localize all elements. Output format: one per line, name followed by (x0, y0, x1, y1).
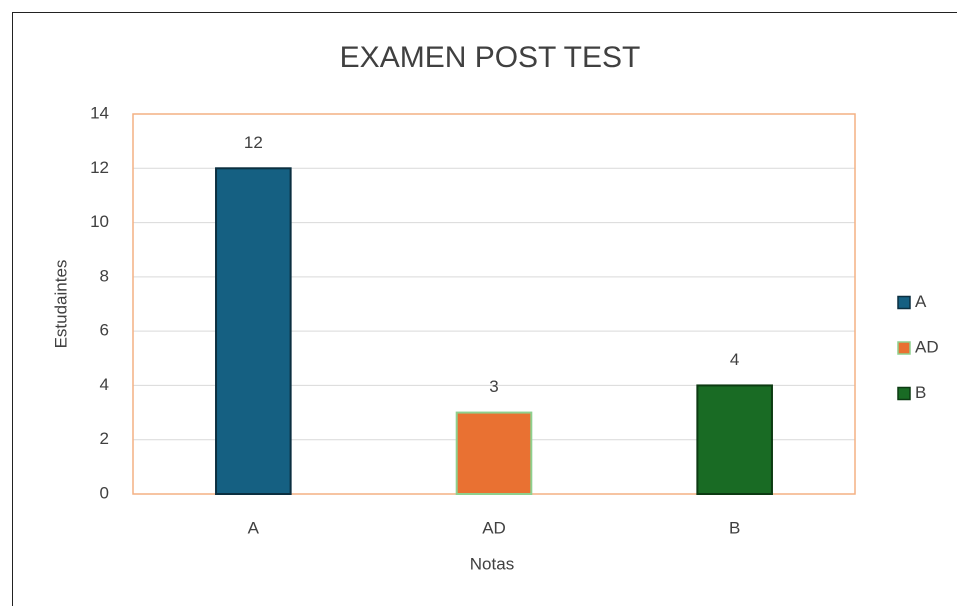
chart-border (12, 12, 957, 606)
chart-title: EXAMEN POST TEST (340, 41, 641, 74)
x-tick-label: A (248, 518, 260, 537)
legend-swatch (897, 341, 911, 355)
data-label: 3 (489, 377, 498, 396)
x-axis-label: Notas (470, 554, 514, 573)
bar (696, 384, 773, 495)
y-tick-label: 6 (100, 321, 109, 340)
y-tick-label: 10 (90, 212, 109, 231)
y-tick-label: 0 (100, 483, 109, 502)
legend-swatch (897, 295, 911, 310)
bar (215, 167, 292, 496)
y-tick-label: 8 (100, 266, 109, 285)
y-tick-label: 14 (90, 103, 109, 122)
legend-label: B (915, 383, 926, 402)
bar (455, 411, 533, 496)
y-tick-label: 2 (100, 429, 109, 448)
y-tick-label: 12 (90, 158, 109, 177)
x-tick-label: B (729, 518, 740, 537)
legend-label: A (915, 292, 927, 311)
y-tick-label: 4 (100, 375, 109, 394)
legend-label: AD (915, 337, 939, 356)
y-axis-label: Estudaintes (51, 260, 70, 349)
x-tick-label: AD (482, 518, 506, 537)
legend-swatch (897, 386, 911, 401)
data-label: 12 (244, 133, 263, 152)
data-label: 4 (730, 350, 739, 369)
